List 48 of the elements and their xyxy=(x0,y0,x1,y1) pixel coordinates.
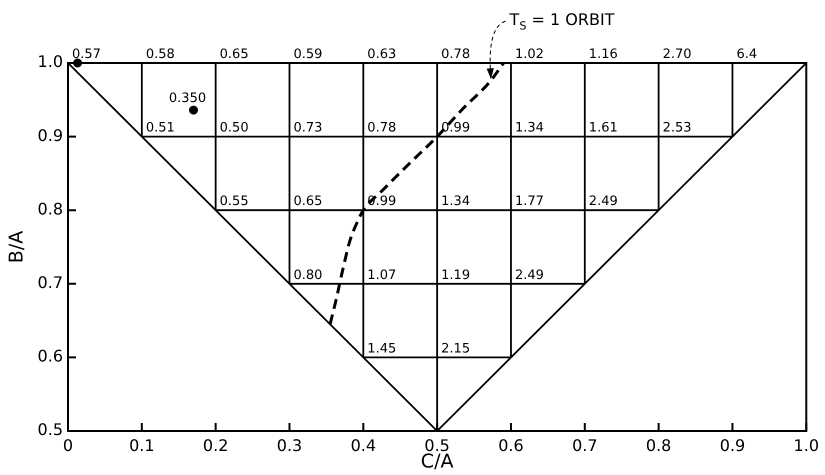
annotation: 0.350 xyxy=(168,91,206,106)
annotation: 1.02 xyxy=(514,47,544,62)
annotation: 0.51 xyxy=(146,120,175,136)
y-axis-title: B/A xyxy=(5,230,28,264)
annotation: 0.57 xyxy=(72,47,101,62)
x-tick-label: 0.3 xyxy=(276,436,302,455)
annotation: 6.4 xyxy=(736,47,758,62)
annotation: 2.49 xyxy=(514,268,544,283)
x-tick-label: 0.8 xyxy=(646,436,672,455)
x-tick-label: 0 xyxy=(62,436,74,455)
annotation: 0.80 xyxy=(293,268,322,283)
annotation: 0.78 xyxy=(441,47,470,62)
annotation: 0.58 xyxy=(146,47,175,62)
annotation: 1.34 xyxy=(514,120,544,136)
annotation: 1.45 xyxy=(367,341,396,356)
x-tick-label: 0.1 xyxy=(129,436,155,455)
annotation: 0.73 xyxy=(293,120,322,136)
annotation: 1.61 xyxy=(588,120,618,136)
annotation: 0.99 xyxy=(441,120,470,136)
annotation: 1.19 xyxy=(441,268,470,283)
x-tick-label: 1.0 xyxy=(794,436,820,455)
y-tick-label: 0.9 xyxy=(38,126,63,145)
y-tick-label: 0.8 xyxy=(38,199,63,218)
y-tick-label: 0.7 xyxy=(38,272,63,292)
y-tick-label: 0.6 xyxy=(38,346,63,366)
annotation: 1.77 xyxy=(514,194,544,210)
annotation: 0.65 xyxy=(220,47,249,62)
annotation: 1.34 xyxy=(441,194,470,210)
x-tick-label: 0.2 xyxy=(202,436,228,455)
annotation: 1.07 xyxy=(367,268,396,283)
x-tick-label: 0.9 xyxy=(720,436,746,455)
y-tick-label: 1.0 xyxy=(38,52,63,72)
x-tick-label: 0.6 xyxy=(498,436,524,455)
annotation: 0.65 xyxy=(293,194,322,210)
annotation: 1.16 xyxy=(588,47,618,62)
x-axis-title: C/A xyxy=(420,450,454,473)
annotation: 0.55 xyxy=(220,194,249,210)
annotation: 0.50 xyxy=(220,120,249,136)
annotation: 0.59 xyxy=(293,47,322,62)
annotation: 2.70 xyxy=(662,47,692,62)
annotation: 2.49 xyxy=(588,194,618,210)
annotation: 2.53 xyxy=(662,120,692,136)
annotation: 2.15 xyxy=(441,341,470,356)
y-tick-label: 0.5 xyxy=(38,420,63,440)
annotation: 0.63 xyxy=(367,47,396,62)
x-tick-label: 0.7 xyxy=(572,436,598,455)
annotation: 0.78 xyxy=(367,120,396,136)
x-tick-label: 0.4 xyxy=(350,436,376,455)
